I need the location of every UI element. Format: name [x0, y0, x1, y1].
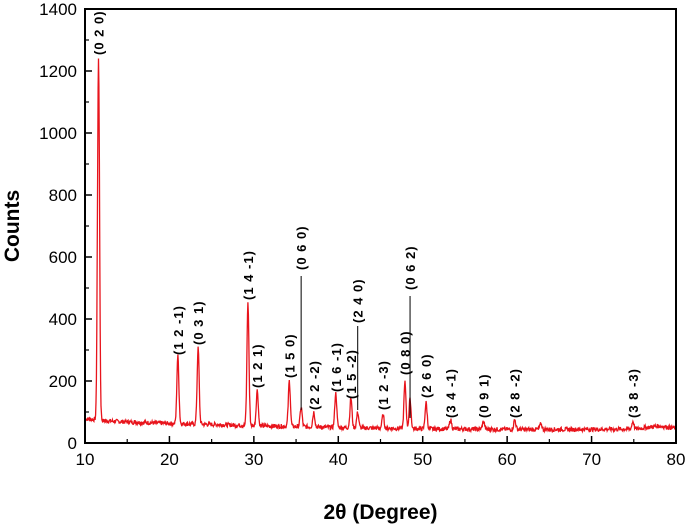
- peak-label: (2 8 -2): [508, 368, 523, 418]
- y-tick-label: 400: [49, 310, 77, 329]
- peak-label: (1 4 -1): [241, 250, 256, 300]
- peak-label: (1 2 -1): [171, 305, 186, 355]
- x-tick-label: 30: [244, 450, 263, 469]
- peak-label: (1 5 -2): [344, 349, 359, 399]
- peak-label: (0 6 2): [403, 245, 418, 290]
- xrd-series-line: [84, 58, 677, 434]
- x-tick-label: 50: [413, 450, 432, 469]
- peak-label: (3 8 -3): [626, 368, 641, 418]
- x-tick-label: 70: [582, 450, 601, 469]
- y-axis-title: Counts: [1, 190, 24, 262]
- peak-label: (1 5 0): [282, 333, 297, 378]
- x-tick-label: 60: [498, 450, 517, 469]
- x-tick-label: 10: [76, 450, 95, 469]
- peak-label: (0 3 1): [191, 300, 206, 345]
- peak-label: (1 2 1): [250, 343, 265, 388]
- x-tick-label: 80: [667, 450, 685, 469]
- y-tick-label: 800: [49, 186, 77, 205]
- y-tick-label: 1000: [39, 124, 77, 143]
- y-tick-label: 0: [68, 434, 77, 453]
- peak-label: (1 6 -1): [329, 342, 344, 392]
- peak-label: (2 6 0): [419, 353, 434, 398]
- peak-label: (1 2 -3): [376, 360, 391, 410]
- y-tick-label: 600: [49, 248, 77, 267]
- chart-marks: [84, 58, 677, 434]
- peak-label: (3 4 -1): [444, 368, 459, 418]
- peak-label: (0 9 1): [477, 373, 492, 418]
- y-tick-label: 1200: [39, 62, 77, 81]
- peak-label: (0 2 0): [92, 10, 107, 55]
- axis-ticks: 10 20 30 40 50 60 70 80020040060080010001200140…: [39, 0, 685, 469]
- peak-label: (2 2 -2): [307, 360, 322, 410]
- peak-label: (0 8 0): [398, 330, 413, 375]
- x-axis-title: 2θ (Degree): [323, 501, 437, 524]
- y-tick-label: 200: [49, 372, 77, 391]
- peak-label: (2 4 0): [351, 278, 366, 323]
- peak-labels: (0 2 0) (1 2 -1) (0 3 1) (1 4 -1) (1 2 1) (1 …: [92, 10, 641, 418]
- x-tick-label: 40: [329, 450, 348, 469]
- x-tick-label: 20: [160, 450, 179, 469]
- peak-label: (0 6 0): [294, 225, 309, 270]
- y-tick-label: 1400: [39, 0, 77, 19]
